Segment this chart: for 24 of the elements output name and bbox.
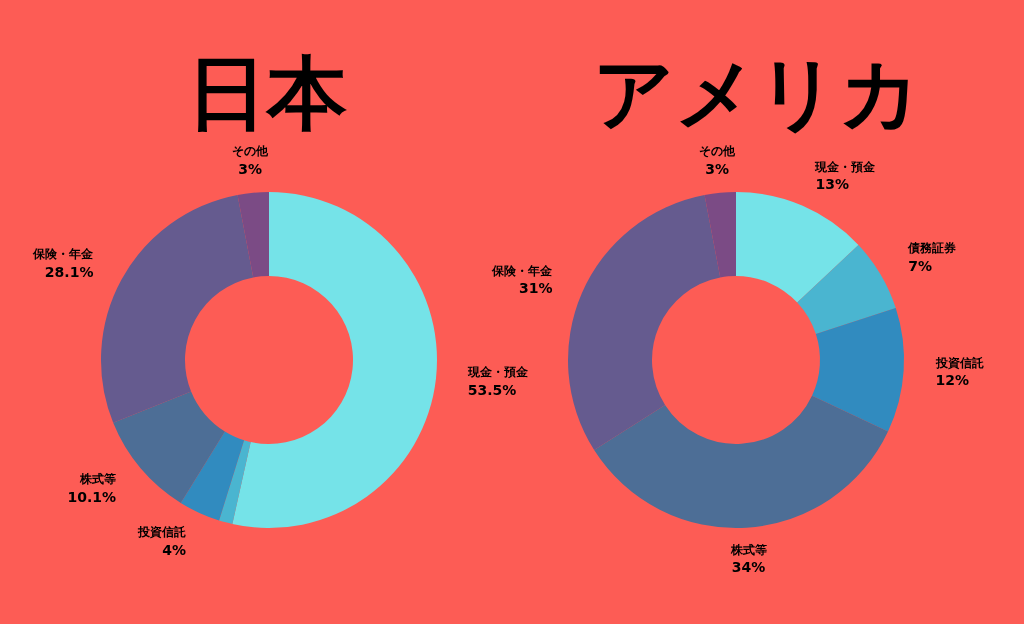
data-label: 12%: [935, 372, 970, 389]
slice-label: 現金・預金: [814, 159, 877, 174]
slice-label: その他: [232, 144, 270, 159]
data-label: 3%: [238, 160, 263, 177]
data-label: 53.5%: [467, 381, 517, 398]
slice-label: 保険・年金: [491, 263, 554, 278]
chart-title: 日本: [187, 47, 347, 140]
slice-label: その他: [699, 144, 737, 159]
slice-label: 投資信託: [137, 525, 187, 540]
data-label: 31%: [518, 280, 553, 297]
chart-title: アメリカ: [593, 47, 921, 140]
slice-label: 投資信託: [934, 355, 984, 370]
slice-label: 債務証券: [907, 241, 958, 256]
data-label: 13%: [815, 176, 849, 193]
data-label: 4%: [162, 541, 187, 558]
data-label: 3%: [705, 160, 730, 177]
slice-label: 保険・年金: [32, 247, 95, 262]
data-label: 28.1%: [44, 263, 94, 280]
slice-label: 株式等: [79, 472, 117, 487]
data-label: 34%: [731, 559, 766, 576]
slice-label: 株式等: [729, 542, 767, 557]
data-label: 7%: [908, 257, 932, 274]
data-label: 10.1%: [67, 488, 117, 505]
slice-label: 現金・預金: [466, 365, 529, 380]
